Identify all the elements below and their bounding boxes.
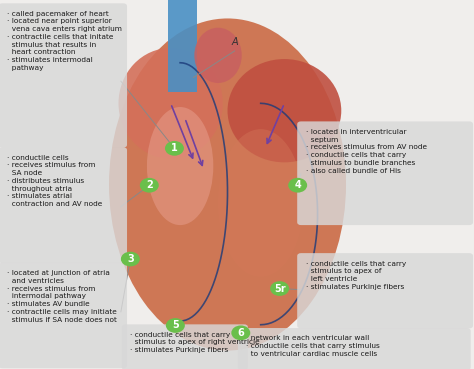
Text: · conductile cells
· receives stimulus from
  SA node
· distributes stimulus
  t: · conductile cells · receives stimulus f…: [7, 155, 102, 207]
Text: 6: 6: [237, 328, 244, 338]
Ellipse shape: [218, 129, 303, 277]
Ellipse shape: [228, 59, 341, 162]
Circle shape: [121, 252, 140, 266]
FancyBboxPatch shape: [0, 147, 127, 263]
Text: · located at junction of atria
  and ventricles
· receives stimulus from
  inter: · located at junction of atria and ventr…: [7, 270, 117, 323]
FancyBboxPatch shape: [0, 3, 127, 148]
Circle shape: [166, 318, 185, 333]
FancyBboxPatch shape: [0, 263, 127, 368]
Text: · called pacemaker of heart
· located near point superior
  vena cava enters rig: · called pacemaker of heart · located ne…: [7, 11, 122, 71]
Circle shape: [140, 178, 159, 193]
Text: · conductile cells that carry
  stimulus to apex of right ventricle
· stimulates: · conductile cells that carry stimulus t…: [130, 332, 260, 353]
Text: 4: 4: [294, 180, 301, 190]
Text: · located in interventricular
  septum
· receives stimulus from AV node
· conduc: · located in interventricular septum · r…: [306, 129, 427, 173]
Circle shape: [288, 178, 307, 193]
Text: · network in each ventricular wall
· conductile cells that carry stimulus
  to v: · network in each ventricular wall · con…: [246, 335, 380, 357]
Text: 3: 3: [127, 254, 134, 264]
Text: 1: 1: [171, 143, 178, 154]
Text: 5r: 5r: [274, 283, 285, 294]
Text: 5: 5: [172, 320, 179, 331]
FancyBboxPatch shape: [238, 328, 471, 369]
Ellipse shape: [118, 48, 223, 159]
Text: A: A: [231, 37, 238, 47]
Bar: [168, 0, 197, 92]
FancyBboxPatch shape: [122, 324, 248, 369]
Circle shape: [270, 281, 289, 296]
Text: 2: 2: [146, 180, 153, 190]
FancyBboxPatch shape: [297, 121, 473, 225]
Ellipse shape: [109, 18, 346, 351]
Ellipse shape: [194, 28, 242, 83]
FancyBboxPatch shape: [297, 253, 473, 328]
Text: · conductile cells that carry
  stimulus to apex of
  left ventricle
· stimulate: · conductile cells that carry stimulus t…: [306, 261, 406, 290]
Circle shape: [231, 325, 250, 340]
Circle shape: [165, 141, 184, 156]
Ellipse shape: [147, 107, 213, 225]
